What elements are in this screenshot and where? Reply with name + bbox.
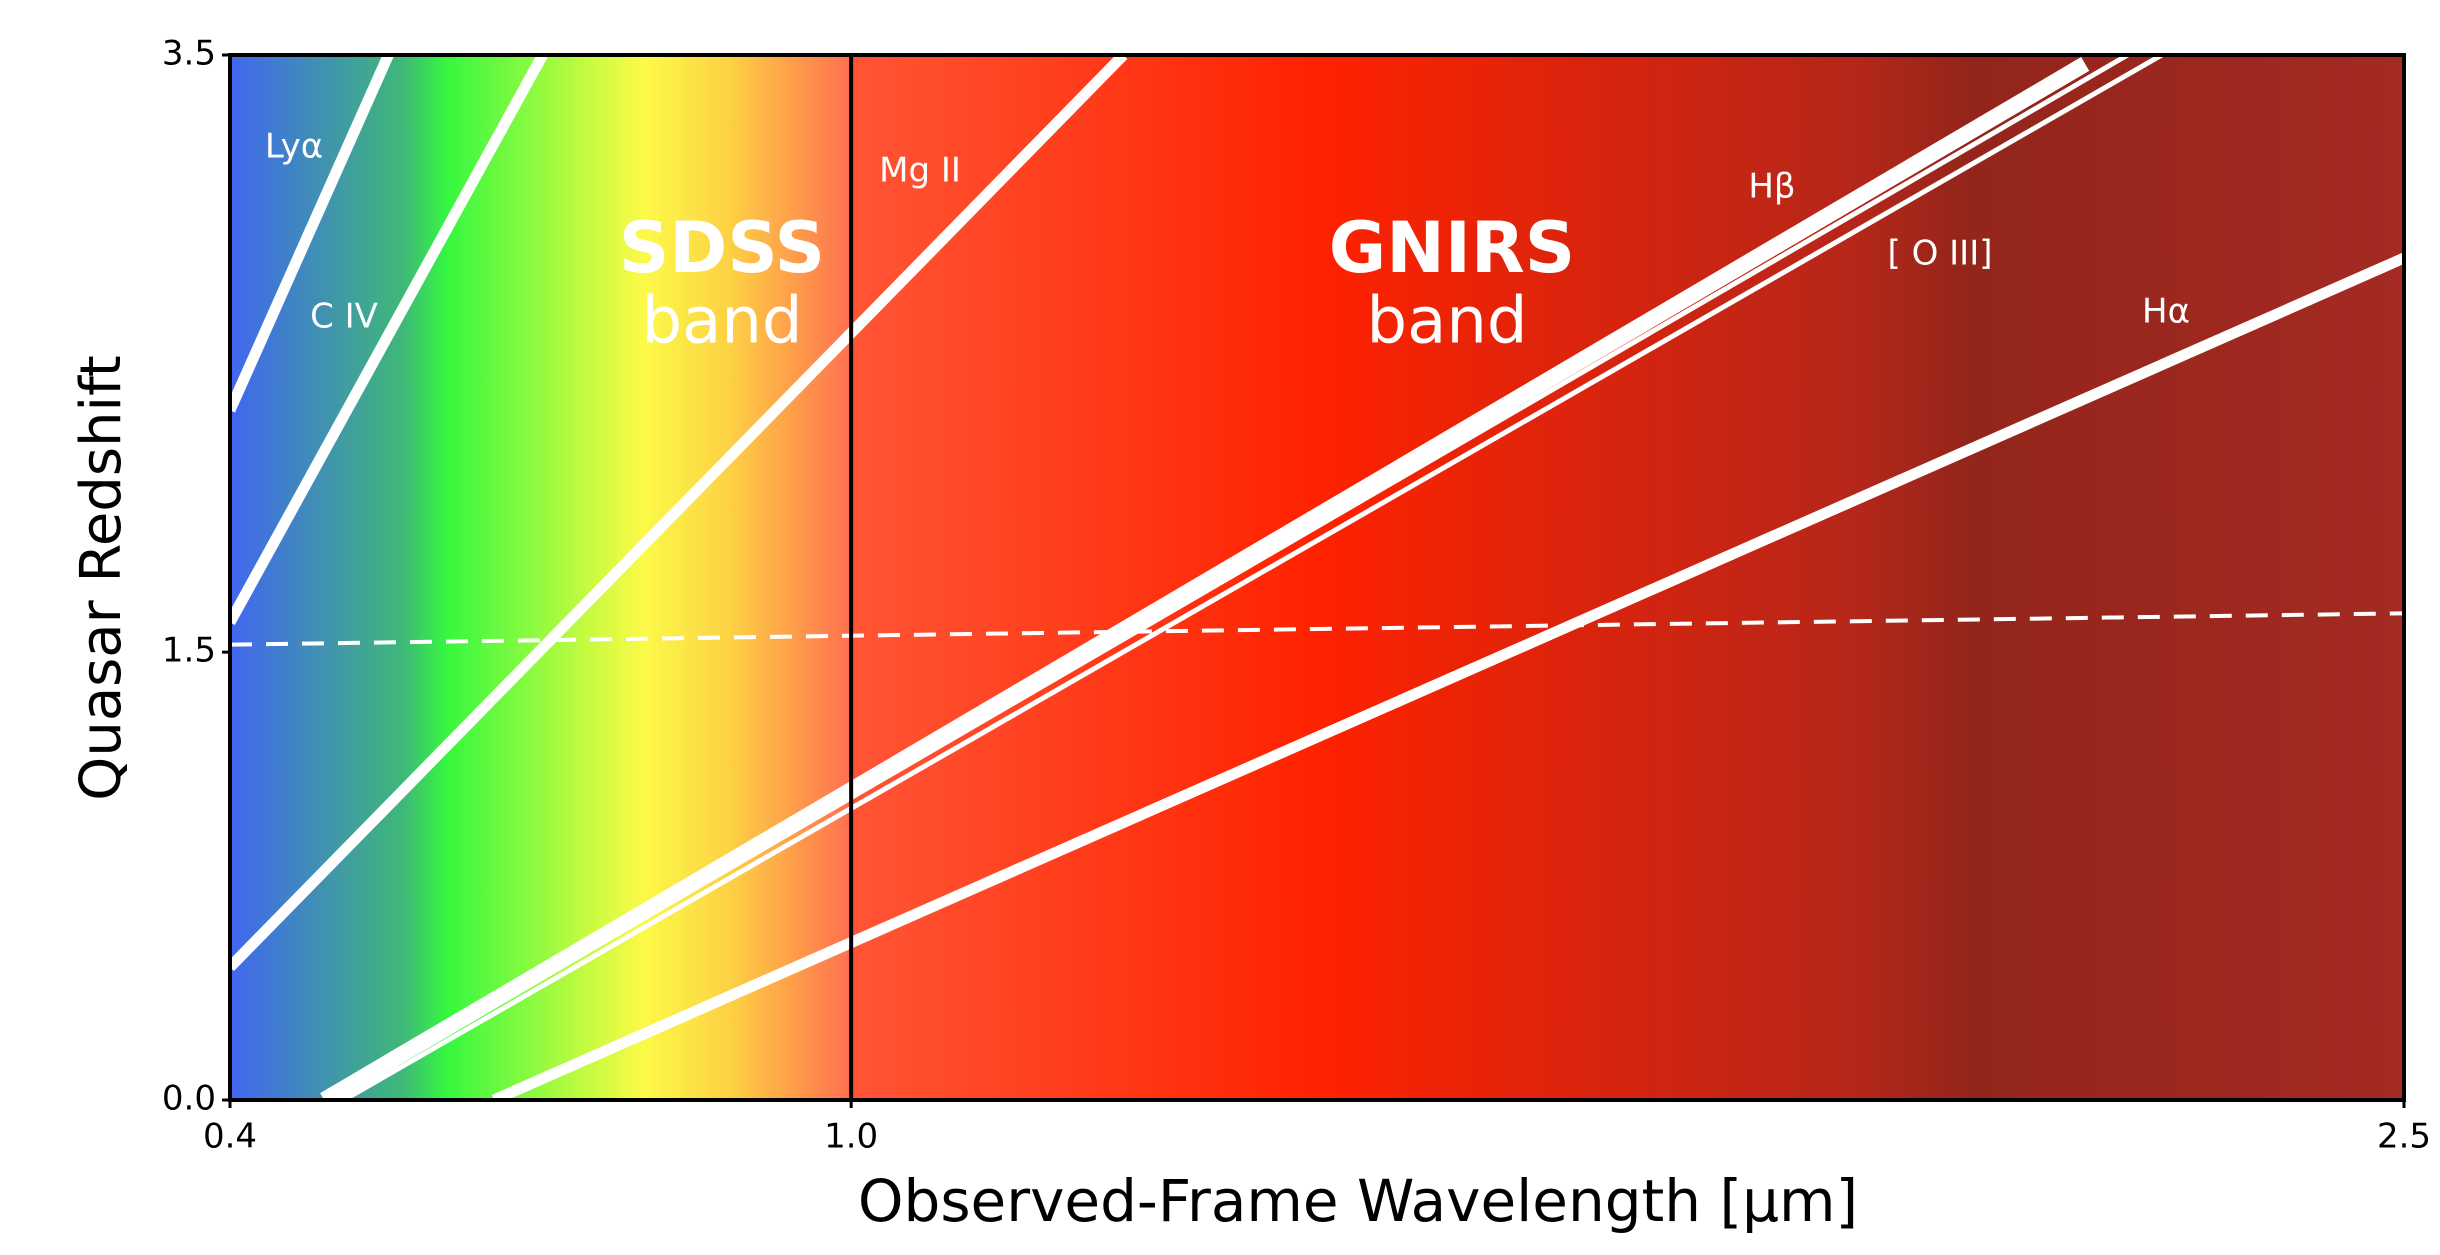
plot-frame [228,53,2406,1102]
y-tick-label: 0.0 [162,1079,216,1119]
y-axis-title: Quasar Redshift [69,355,134,801]
y-tick-label: 1.5 [162,631,216,671]
emission-line [330,55,2129,1100]
line-label: Mg II [879,151,961,191]
line-label: Hα [2142,292,2190,332]
plot-area [230,55,2404,1100]
band-label: SDSS [619,207,825,289]
emission-line [230,55,1128,971]
x-tick-label: 2.5 [2377,1117,2431,1157]
line-label: Lyα [265,127,323,167]
line-label: [ O III] [1888,234,1993,274]
dashed-line [230,611,2404,647]
x-axis-title: Observed-Frame Wavelength [μm] [858,1167,1858,1235]
emission-line [230,55,548,625]
y-tick-label: 3.5 [162,34,216,74]
emission-line [491,252,2404,1100]
emission-line [230,55,394,413]
emission-line [320,57,2090,1100]
plot-background [230,55,2404,1100]
line-label: Hβ [1748,167,1795,207]
emission-line [342,55,2164,1100]
band-label: band [1366,285,1527,359]
line-label: C IV [310,297,378,337]
band-label: band [641,285,802,359]
x-tick-label: 0.4 [203,1117,257,1157]
band-label: GNIRS [1329,207,1575,289]
x-tick-label: 1.0 [824,1117,878,1157]
